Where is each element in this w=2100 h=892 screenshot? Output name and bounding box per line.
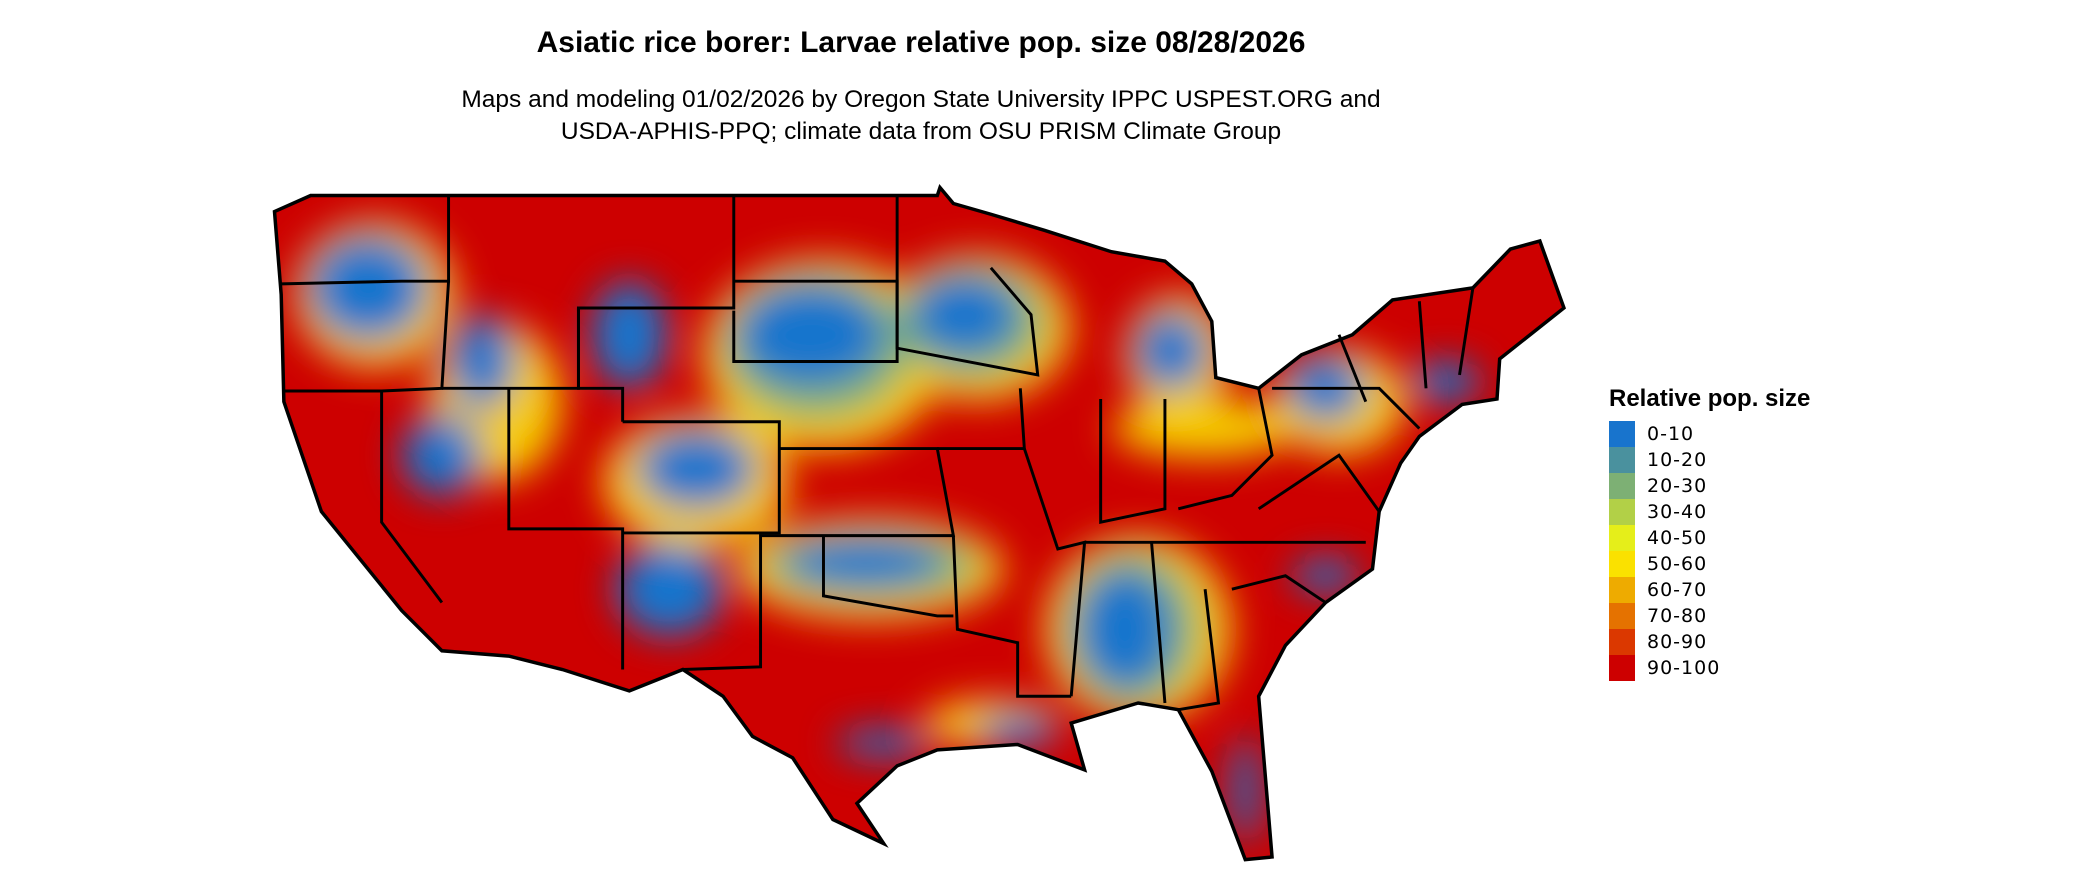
legend-swatch bbox=[1609, 629, 1635, 655]
legend-label: 90-100 bbox=[1647, 657, 1721, 679]
legend-item: 20-30 bbox=[1609, 473, 1810, 499]
legend-label: 60-70 bbox=[1647, 579, 1708, 601]
legend-label: 40-50 bbox=[1647, 527, 1708, 549]
legend-title: Relative pop. size bbox=[1609, 385, 1811, 412]
subtitle-line-2: USDA-APHIS-PPQ; climate data from OSU PR… bbox=[560, 118, 1282, 145]
legend-label: 70-80 bbox=[1647, 605, 1708, 627]
legend-item: 50-60 bbox=[1609, 551, 1810, 577]
map-subtitle: Maps and modeling 01/02/2026 by Oregon S… bbox=[0, 84, 1842, 148]
legend-swatch bbox=[1609, 525, 1635, 551]
legend-swatch bbox=[1609, 577, 1635, 603]
legend-item: 60-70 bbox=[1609, 577, 1810, 603]
legend-item: 40-50 bbox=[1609, 525, 1810, 551]
legend-swatch bbox=[1609, 551, 1635, 577]
legend-item: 70-80 bbox=[1609, 603, 1810, 629]
legend-items: 0-10 10-20 20-30 30-40 40-50 50-60 60-70 70-80 8… bbox=[1609, 421, 1810, 681]
legend-swatch bbox=[1609, 421, 1635, 447]
legend: Relative pop. size 0-10 10-20 20-30 30-40 40… bbox=[1609, 385, 1810, 681]
legend-item: 80-90 bbox=[1609, 629, 1810, 655]
legend-item: 90-100 bbox=[1609, 655, 1810, 681]
legend-label: 80-90 bbox=[1647, 631, 1708, 653]
legend-label: 50-60 bbox=[1647, 553, 1708, 575]
legend-label: 0-10 bbox=[1647, 423, 1695, 445]
legend-item: 30-40 bbox=[1609, 499, 1810, 525]
subtitle-line-1: Maps and modeling 01/02/2026 by Oregon S… bbox=[461, 86, 1381, 113]
legend-swatch bbox=[1609, 473, 1635, 499]
legend-swatch bbox=[1609, 447, 1635, 473]
legend-swatch bbox=[1609, 499, 1635, 525]
legend-label: 10-20 bbox=[1647, 449, 1708, 471]
legend-swatch bbox=[1609, 655, 1635, 681]
legend-item: 0-10 bbox=[1609, 421, 1810, 447]
legend-item: 10-20 bbox=[1609, 447, 1810, 473]
legend-label: 30-40 bbox=[1647, 501, 1708, 523]
state-borders bbox=[281, 195, 1475, 712]
legend-swatch bbox=[1609, 603, 1635, 629]
map-title: Asiatic rice borer: Larvae relative pop.… bbox=[536, 26, 1306, 59]
legend-label: 20-30 bbox=[1647, 475, 1708, 497]
